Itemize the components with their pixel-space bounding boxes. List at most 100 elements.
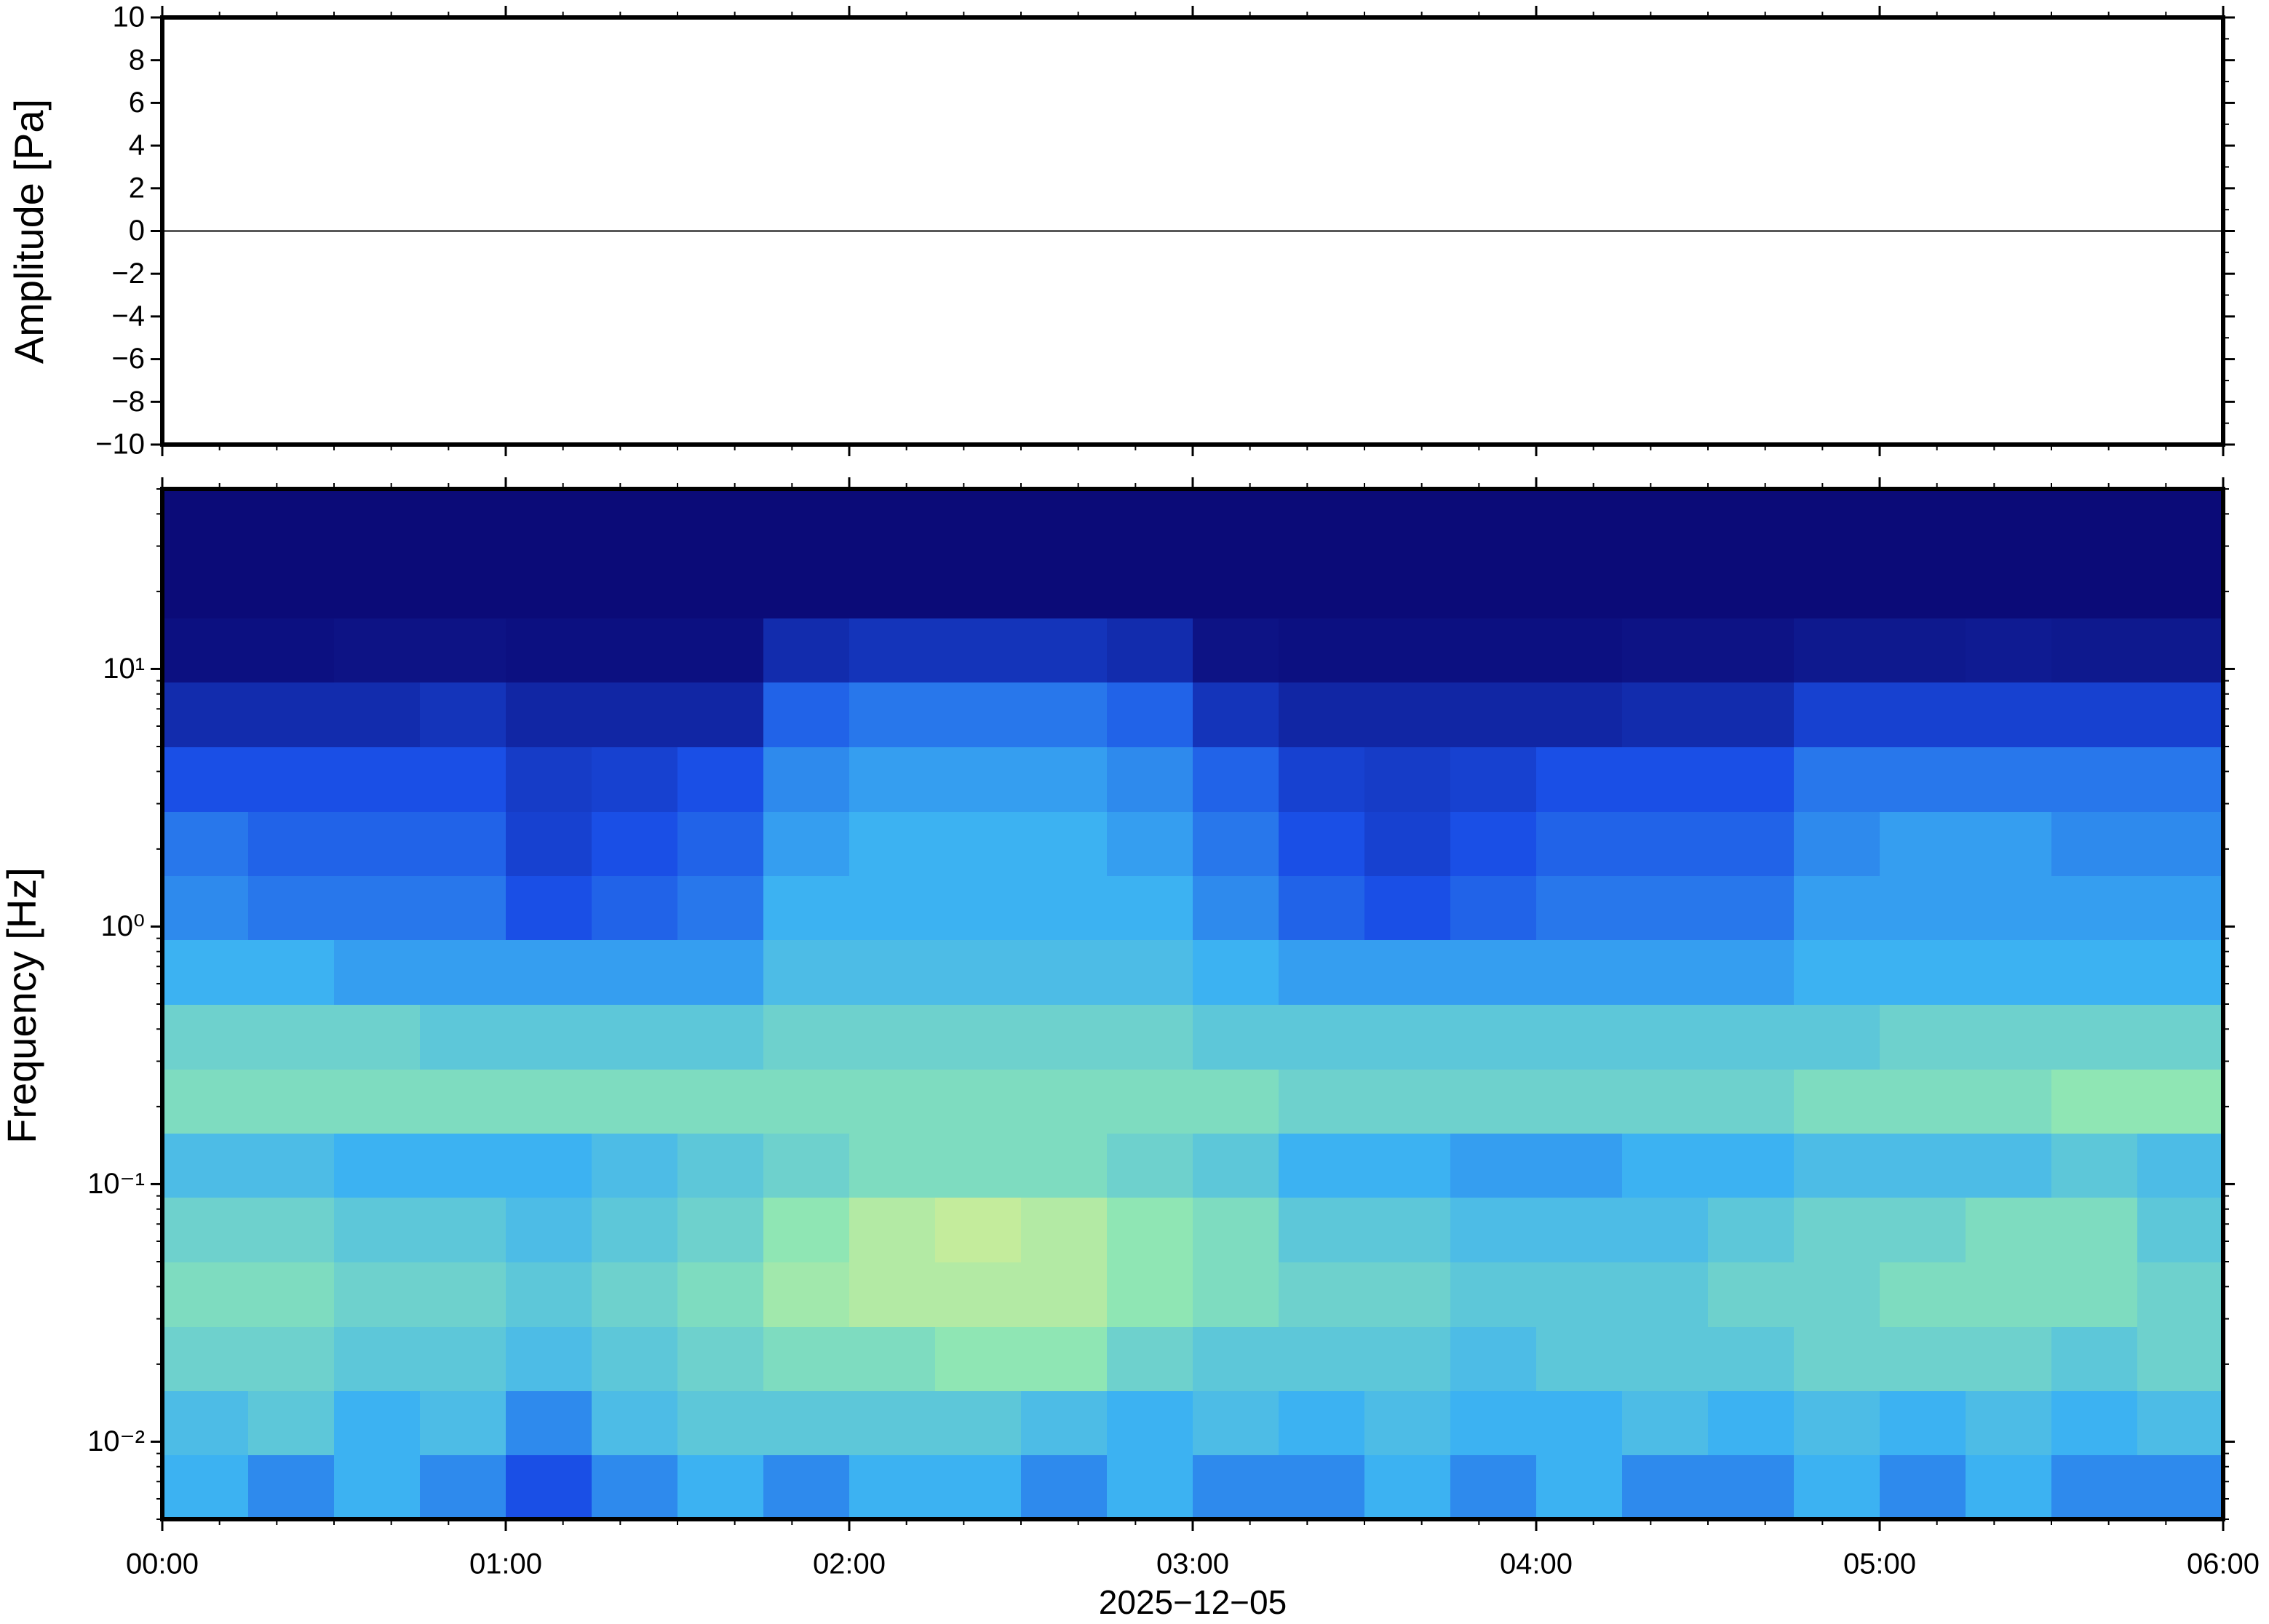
y-tick-label: −10 [95,429,145,461]
spectrogram-cell [2137,747,2224,812]
spectrogram-cell [334,682,421,747]
spectrogram-cell [1536,1004,1623,1070]
spectrogram-cell [677,489,764,554]
spectrogram-cell [849,1454,936,1520]
spectrogram-cell [248,682,335,747]
spectrogram-cell [849,1262,936,1327]
spectrogram-cell [1622,554,1709,618]
spectrogram-cell [592,682,678,747]
spectrogram-cell [1966,1133,2052,1198]
spectrogram-cell [763,1133,850,1198]
spectrogram-cell [1364,1454,1451,1520]
spectrogram-cell [420,682,506,747]
spectrogram-cell [1107,1004,1193,1070]
spectrogram-cell [2137,1262,2224,1327]
spectrogram-cell [1966,1390,2052,1456]
spectrogram-cell [1450,554,1537,618]
spectrogram-cell [1622,875,1709,941]
spectrogram-cell [1966,1454,2052,1520]
spectrogram-cell [677,618,764,683]
spectrogram-cell [1279,1133,1365,1198]
spectrogram-cell [1193,1197,1279,1262]
spectrogram-cell [1021,554,1108,618]
spectrogram-cell [1021,1197,1108,1262]
spectrogram-cell [2137,489,2224,554]
spectrogram-cell [1708,1004,1795,1070]
spectrogram-cell [2051,939,2138,1005]
spectrogram-cell [248,618,335,683]
spectrogram-cell [592,1326,678,1391]
spectrogram-cell [1966,618,2052,683]
spectrogram-cell [1107,1197,1193,1262]
spectrogram-cell [162,875,249,941]
spectrogram-cell [592,747,678,812]
spectrogram-cell [935,747,1022,812]
spectrogram-cell [1021,1133,1108,1198]
spectrogram-cell [849,1197,936,1262]
spectrogram-cell [849,1133,936,1198]
spectrogram-cell [1450,1069,1537,1134]
spectrogram-cell [420,811,506,876]
spectrogram-cell [935,939,1022,1005]
spectrogram-cell [677,682,764,747]
spectrogram-cell [420,1069,506,1134]
spectrogram-cell [1880,1262,1966,1327]
spectrogram-cell [1622,1262,1709,1327]
spectrogram-cell [1966,747,2052,812]
x-tick-label: 04:00 [1500,1548,1573,1580]
spectrogram-cell [1536,1262,1623,1327]
spectrogram-cell [1966,875,2052,941]
spectrogram-cell [1021,811,1108,876]
spectrogram-cell [248,554,335,618]
spectrogram-cell [334,1069,421,1134]
spectrogram-cell [1880,1454,1966,1520]
y-tick-label: 0 [129,215,145,247]
spectrogram-cell [1021,747,1108,812]
spectrogram-cell [1279,1197,1365,1262]
spectrogram-cell [849,1004,936,1070]
spectrogram-cell [1364,1004,1451,1070]
spectrogram-cell [1536,939,1623,1005]
spectrogram-cell [1450,618,1537,683]
spectrogram-cell [763,1069,850,1134]
spectrogram-cell [1966,1197,2052,1262]
spectrogram-cell [677,1390,764,1456]
y-tick-label: 10⁰ [100,910,145,942]
x-axis-title: 2025−12−05 [1099,1583,1287,1621]
spectrogram-cell [1966,1262,2052,1327]
spectrogram-cell [1364,1390,1451,1456]
spectrogram-cell [592,1133,678,1198]
spectrogram-cell [1794,1004,1880,1070]
spectrogram-cell [1021,1069,1108,1134]
spectrogram-cell [1794,1390,1880,1456]
spectrogram-cell [2051,489,2138,554]
spectrogram-cell [1880,554,1966,618]
spectrogram-cell [1794,1454,1880,1520]
spectrogram-cell [1708,1262,1795,1327]
spectrogram-cell [677,1454,764,1520]
y-axis-title: Amplitude [Pa] [6,99,52,364]
spectrogram-cell [162,811,249,876]
spectrogram-cell [677,1197,764,1262]
spectrogram-cell [2051,811,2138,876]
spectrogram-cell [1279,1390,1365,1456]
spectrogram-cell [1279,682,1365,747]
spectrogram-cell [1107,747,1193,812]
spectrogram-cell [1193,939,1279,1005]
spectrogram-cell [935,1390,1022,1456]
spectrogram-cell [1021,875,1108,941]
y-tick-label: 10¹ [103,653,145,685]
spectrogram-cell [1966,1326,2052,1391]
spectrogram-cell [334,1454,421,1520]
spectrogram-cell [1364,1069,1451,1134]
spectrogram-cell [506,811,592,876]
spectrogram-cell [592,939,678,1005]
spectrogram-cell [1193,1454,1279,1520]
spectrogram-cell [1450,811,1537,876]
spectrogram-cell [248,747,335,812]
spectrogram-cell [849,554,936,618]
spectrogram-cell [2137,811,2224,876]
spectrogram-cell [935,1133,1022,1198]
spectrogram-cell [763,682,850,747]
spectrogram-cell [1622,489,1709,554]
